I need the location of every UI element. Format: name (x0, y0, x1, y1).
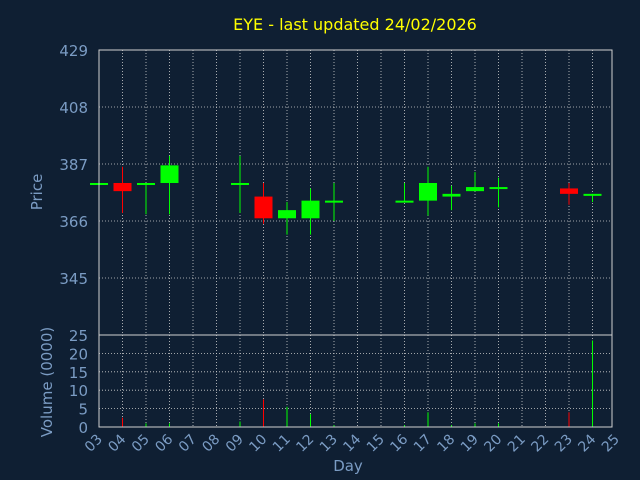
candle-body (419, 183, 437, 201)
candlesticks (90, 155, 602, 235)
price-y-tick: 429 (59, 42, 88, 60)
candle (160, 155, 179, 215)
candle (301, 188, 320, 235)
candle-body (442, 193, 461, 197)
candle (278, 202, 296, 235)
volume-y-tick: 0 (78, 419, 88, 437)
candle-body (395, 200, 414, 203)
chart-title: EYE - last updated 24/02/2026 (233, 15, 477, 34)
price-y-tick: 387 (59, 156, 88, 174)
candle-body (160, 165, 179, 183)
candle-body (113, 183, 132, 192)
candle (325, 183, 343, 221)
candle-body (489, 187, 508, 190)
volume-axis-label: Volume (0000) (38, 327, 56, 437)
volume-grid (99, 335, 612, 427)
candle-body (466, 187, 484, 192)
volume-y-tick: 10 (69, 382, 88, 400)
price-y-tick-labels: 429 408 387 366 345 (59, 42, 88, 288)
volume-y-tick: 20 (69, 345, 88, 363)
volume-bars (98, 340, 593, 427)
candle (489, 177, 508, 208)
candle (466, 172, 484, 192)
candle (113, 166, 132, 213)
candle (442, 185, 461, 211)
price-y-tick: 408 (59, 99, 88, 117)
candle-body (137, 183, 155, 185)
x-tick-labels: 03 04 05 06 07 08 09 10 11 12 13 14 15 16 17 18 19 20 21 22… (82, 431, 623, 455)
price-axis-label: Price (28, 174, 46, 211)
price-y-tick: 345 (59, 270, 88, 288)
candle (419, 166, 437, 216)
candle-body (583, 193, 602, 196)
candle (583, 193, 602, 202)
x-axis-label: Day (333, 457, 363, 475)
volume-y-tick: 5 (78, 401, 88, 419)
candle-body (278, 210, 296, 219)
price-grid (99, 49, 612, 335)
candle (231, 155, 249, 213)
candle-body (560, 188, 578, 194)
volume-y-tick: 25 (69, 327, 88, 345)
price-panel: 429 408 387 366 345 Price (28, 42, 613, 336)
candle-body (301, 200, 320, 219)
candle-body (325, 200, 343, 203)
candle (560, 183, 578, 205)
candle (137, 183, 155, 215)
candle (395, 183, 414, 203)
candle (254, 183, 273, 224)
candle-body (231, 183, 249, 185)
candle-body (254, 196, 273, 219)
volume-plot-frame (98, 334, 613, 428)
volume-y-tick: 15 (69, 364, 88, 382)
price-y-tick: 366 (59, 213, 88, 231)
